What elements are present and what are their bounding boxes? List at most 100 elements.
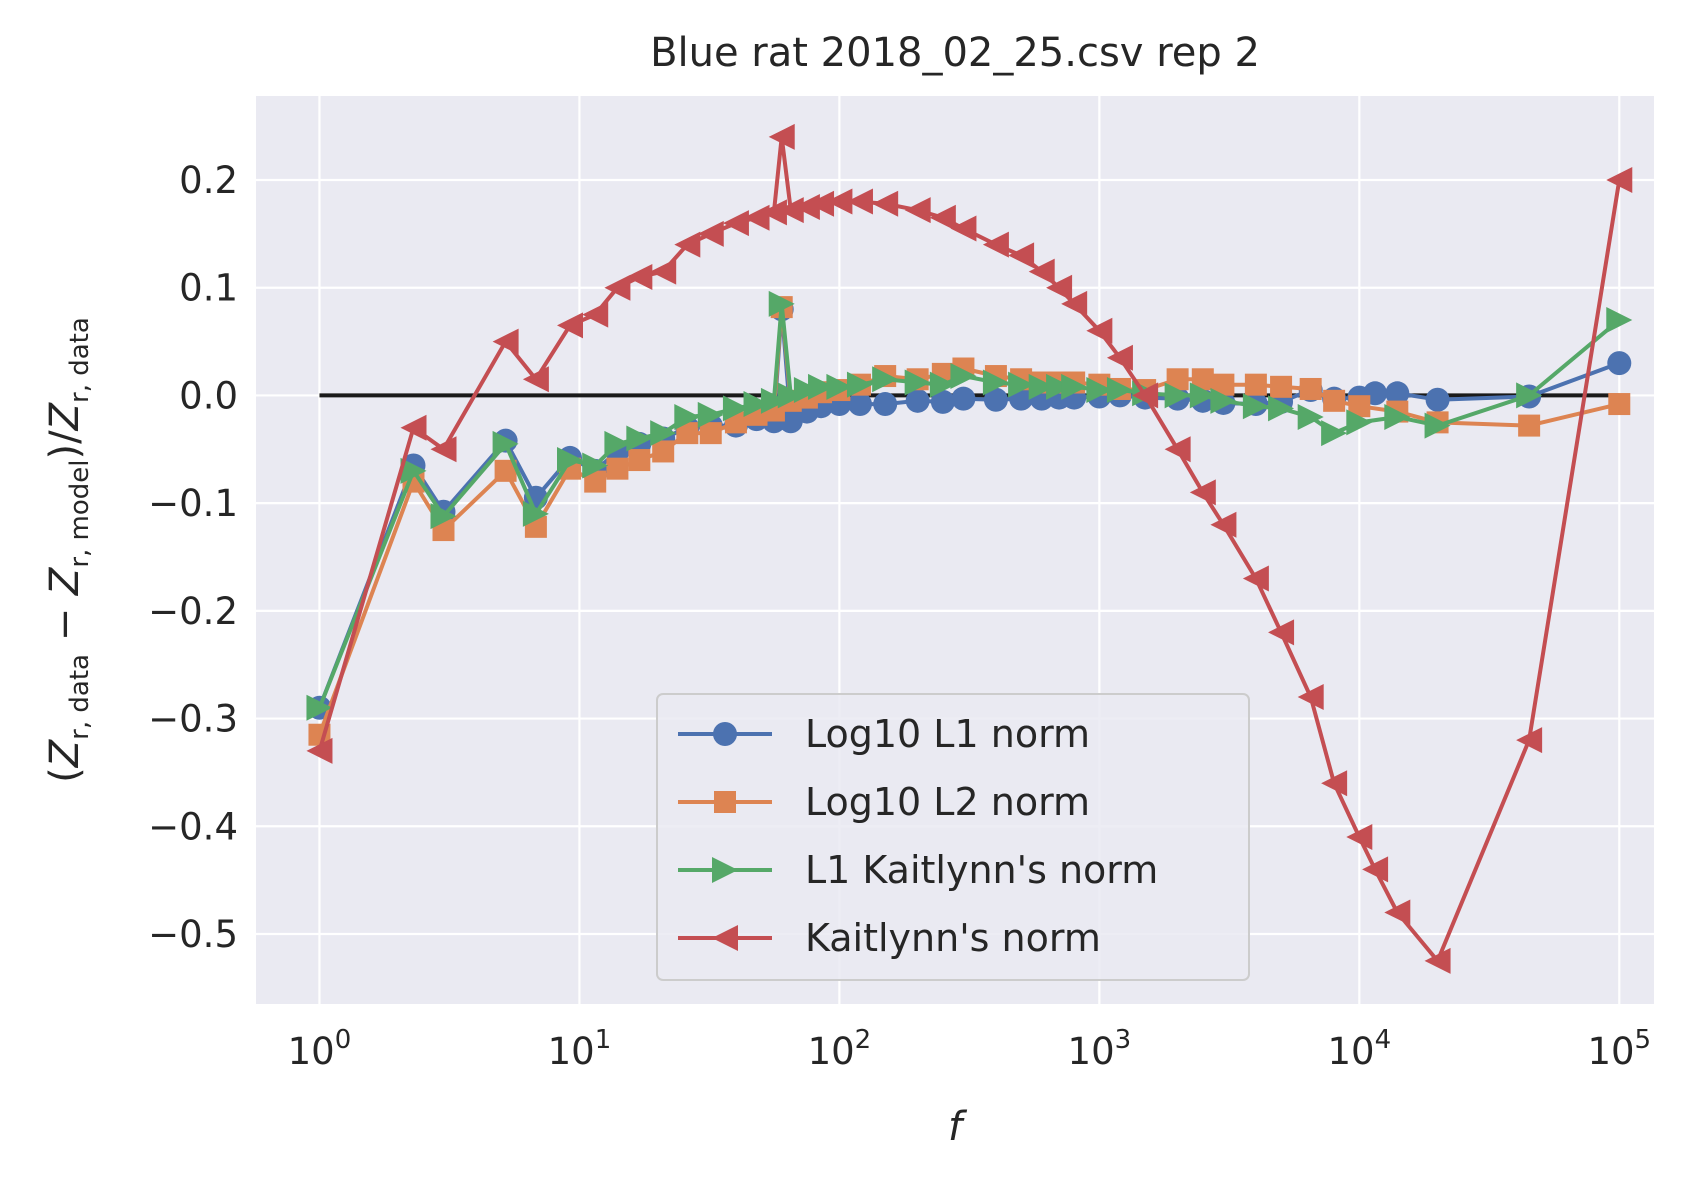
series-3-point-34 <box>1189 479 1216 506</box>
series-1-point-9 <box>652 440 675 463</box>
series-1-point-35 <box>1212 373 1235 396</box>
series-3-point-21 <box>872 190 899 217</box>
series-2-point-8 <box>626 425 653 452</box>
series-2-point-3 <box>492 430 519 457</box>
series-0-point-45 <box>1607 351 1632 376</box>
y-tick-label-7: −0.5 <box>148 913 238 956</box>
y-tick-label-4: −0.2 <box>148 590 238 633</box>
series-2-point-39 <box>1321 420 1348 447</box>
series-2-point-38 <box>1297 403 1324 430</box>
series-3-point-6 <box>582 301 609 328</box>
x-tick-label-4: 104 <box>1328 1025 1392 1073</box>
series-3 <box>306 123 1633 974</box>
series-1-point-44 <box>1608 393 1631 416</box>
series-3-point-22 <box>904 197 931 224</box>
series-0-point-25 <box>983 387 1008 412</box>
legend-label-2: L1 Kaitlynn's norm <box>805 848 1158 892</box>
series-2-point-7 <box>604 430 631 457</box>
series-3-point-20 <box>846 188 873 215</box>
series-0-point-24 <box>951 386 976 411</box>
y-tick-label-2: 0.0 <box>179 374 238 417</box>
x-tick-label-3: 103 <box>1068 1025 1132 1073</box>
series-2-point-11 <box>697 401 724 428</box>
series-2-point-4 <box>522 500 549 527</box>
series-2 <box>306 290 1633 721</box>
series-3-point-44 <box>1516 727 1543 754</box>
y-tick-label-1: 0.1 <box>179 267 238 310</box>
series-3-point-39 <box>1321 770 1348 797</box>
series-0-point-20 <box>847 392 872 417</box>
series-1-point-10 <box>676 422 699 445</box>
series-3-point-41 <box>1362 856 1389 883</box>
y-axis-ticks: 0.2 0.1 0.0 −0.1 −0.2 −0.3 −0.4 −0.5 <box>148 159 238 956</box>
series-3-point-9 <box>650 258 677 285</box>
x-tick-label-0: 100 <box>288 1025 352 1073</box>
series-2-point-27 <box>1028 373 1055 400</box>
series-2-point-26 <box>1008 371 1035 398</box>
series-2-point-10 <box>674 403 701 430</box>
legend-label-3: Kaitlynn's norm <box>805 916 1101 960</box>
series-3-point-17 <box>793 193 820 220</box>
series-2-point-34 <box>1189 382 1216 409</box>
series-3-point-18 <box>808 190 835 217</box>
series-2-point-35 <box>1210 387 1237 414</box>
series-2-point-14 <box>760 387 787 414</box>
x-tick-label-1: 101 <box>548 1025 612 1073</box>
series-1-point-3 <box>494 459 517 482</box>
series-3-point-8 <box>626 263 653 290</box>
series-2-point-2 <box>430 503 457 530</box>
series-2-point-13 <box>743 391 770 418</box>
series-1-point-11 <box>699 422 722 445</box>
series-2-point-16 <box>777 382 804 409</box>
series-3-point-32 <box>1132 382 1159 409</box>
series-3-point-14 <box>760 199 787 226</box>
series-1-point-43 <box>1518 414 1541 437</box>
series-3-point-27 <box>1028 258 1055 285</box>
series-3-point-10 <box>674 231 701 258</box>
series-2-point-21 <box>872 366 899 393</box>
series-layer <box>306 123 1633 974</box>
series-2-point-18 <box>808 373 835 400</box>
legend: Log10 L1 norm Log10 L2 norm L1 Kaitlynn's … <box>656 693 1250 981</box>
series-2-point-28 <box>1046 373 1073 400</box>
series-3-point-26 <box>1008 242 1035 269</box>
series-2-point-22 <box>904 369 931 396</box>
series-2-point-30 <box>1086 377 1113 404</box>
series-2-point-44 <box>1606 307 1633 334</box>
series-2-point-42 <box>1424 412 1451 439</box>
legend-marker-0 <box>713 722 737 746</box>
series-2-point-36 <box>1242 393 1269 420</box>
series-2-point-31 <box>1106 377 1133 404</box>
series-2-point-6 <box>582 452 609 479</box>
series-1-point-38 <box>1299 377 1322 400</box>
y-tick-label-5: −0.3 <box>148 698 238 741</box>
series-3-point-42 <box>1384 899 1411 926</box>
series-3-point-16 <box>777 197 804 224</box>
series-3-point-33 <box>1164 436 1191 463</box>
legend-label-1: Log10 L2 norm <box>805 780 1090 824</box>
series-3-point-31 <box>1106 344 1133 371</box>
series-2-point-25 <box>982 369 1009 396</box>
x-axis-ticks: 100 101 102 103 104 105 <box>288 1025 1651 1073</box>
series-3-point-25 <box>982 231 1009 258</box>
series-3-point-19 <box>826 188 853 215</box>
series-2-point-9 <box>650 420 677 447</box>
legend-label-0: Log10 L1 norm <box>805 712 1090 756</box>
series-3-point-23 <box>929 204 956 231</box>
series-1-point-34 <box>1191 368 1214 391</box>
series-3-point-45 <box>1606 167 1633 194</box>
series-3-point-28 <box>1046 274 1073 301</box>
series-1-point-8 <box>628 449 651 472</box>
x-tick-label-2: 102 <box>808 1025 872 1073</box>
series-3-point-12 <box>722 210 749 237</box>
series-3-point-35 <box>1210 511 1237 538</box>
legend-marker-2 <box>712 857 738 883</box>
series-3-point-4 <box>522 366 549 393</box>
y-tick-label-0: 0.2 <box>179 159 238 202</box>
series-3-point-40 <box>1346 824 1373 851</box>
series-3-point-38 <box>1297 684 1324 711</box>
series-3-point-3 <box>492 328 519 355</box>
series-2-point-40 <box>1346 409 1373 436</box>
chart-title: Blue rat 2018_02_25.csv rep 2 <box>650 30 1260 76</box>
